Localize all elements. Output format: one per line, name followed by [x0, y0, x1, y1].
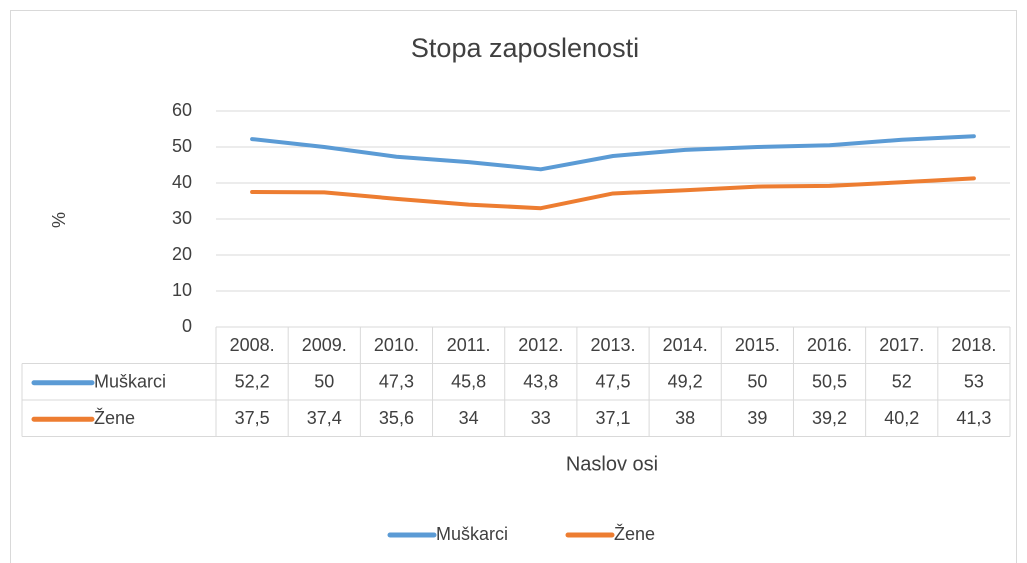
table-cell: 37,1 [595, 408, 630, 428]
table-cell: 50 [314, 372, 334, 392]
table-cell: 37,5 [235, 408, 270, 428]
y-tick-label: 20 [172, 244, 192, 264]
series-line [250, 134, 976, 172]
table-series-name: Muškarci [94, 372, 166, 392]
y-tick-label: 40 [172, 172, 192, 192]
y-axis-label: % [49, 212, 69, 228]
x-tick-label: 2009. [302, 335, 347, 355]
table-cell: 52,2 [235, 372, 270, 392]
table-cell: 37,4 [307, 408, 342, 428]
chart-border [10, 10, 1017, 563]
x-tick-label: 2015. [735, 335, 780, 355]
y-tick-label: 10 [172, 280, 192, 300]
table-cell: 53 [964, 372, 984, 392]
legend-label: Žene [614, 524, 655, 544]
x-tick-label: 2018. [951, 335, 996, 355]
x-tick-label: 2016. [807, 335, 852, 355]
series-line [250, 176, 976, 211]
y-tick-label: 30 [172, 208, 192, 228]
x-tick-label: 2011. [447, 335, 491, 355]
table-cell: 47,5 [595, 372, 630, 392]
x-tick-label: 2013. [590, 335, 635, 355]
table-cell: 50,5 [812, 372, 847, 392]
x-tick-label: 2008. [230, 335, 275, 355]
table-cell: 39,2 [812, 408, 847, 428]
table-cell: 45,8 [451, 372, 486, 392]
y-tick-label: 0 [182, 316, 192, 336]
table-cell: 41,3 [956, 408, 991, 428]
table-cell: 35,6 [379, 408, 414, 428]
table-cell: 34 [459, 408, 479, 428]
chart-title: Stopa zaposlenosti [411, 33, 639, 63]
table-series-name: Žene [94, 408, 135, 428]
y-tick-label: 50 [172, 136, 192, 156]
table-cell: 39 [747, 408, 767, 428]
x-axis-label: Naslov osi [566, 453, 658, 475]
x-tick-label: 2014. [663, 335, 708, 355]
table-cell: 40,2 [884, 408, 919, 428]
table-cell: 38 [675, 408, 695, 428]
x-tick-label: 2012. [518, 335, 563, 355]
table-cell: 33 [531, 408, 551, 428]
table-cell: 49,2 [668, 372, 703, 392]
table-cell: 50 [747, 372, 767, 392]
x-tick-label: 2010. [374, 335, 419, 355]
x-tick-label: 2017. [879, 335, 924, 355]
table-cell: 52 [892, 372, 912, 392]
y-tick-label: 60 [172, 100, 192, 120]
legend-label: Muškarci [436, 524, 508, 544]
table-cell: 47,3 [379, 372, 414, 392]
table-cell: 43,8 [523, 372, 558, 392]
